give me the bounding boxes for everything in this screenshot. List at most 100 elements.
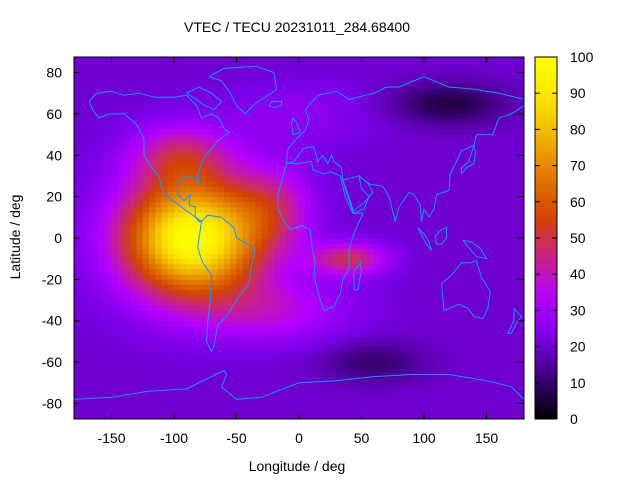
heatmap-cell [311, 150, 319, 156]
heatmap-cell [505, 124, 512, 130]
heatmap-cell [267, 124, 275, 130]
heatmap-cell [355, 222, 362, 229]
heatmap-cell [292, 144, 300, 151]
heatmap-cell [99, 108, 106, 115]
heatmap-cell [511, 62, 519, 68]
heatmap-cell [449, 170, 456, 177]
heatmap-cell [111, 222, 119, 229]
heatmap-cell [499, 191, 506, 198]
heatmap-cell [192, 248, 200, 254]
heatmap-cell [249, 67, 256, 73]
heatmap-cell [461, 201, 469, 208]
heatmap-cell [367, 103, 375, 110]
heatmap-cell [474, 336, 481, 342]
heatmap-cell [492, 201, 500, 208]
heatmap-cell [255, 336, 262, 342]
heatmap-cell [411, 356, 419, 363]
heatmap-cell [192, 119, 200, 125]
heatmap-cell [455, 119, 462, 125]
heatmap-cell [174, 325, 181, 332]
heatmap-cell [430, 320, 437, 327]
heatmap-cell [336, 77, 344, 84]
heatmap-cell [355, 289, 362, 296]
heatmap-cell [242, 93, 250, 99]
heatmap-cell [255, 201, 262, 208]
heatmap-cell [199, 175, 206, 182]
heatmap-cell [230, 103, 237, 110]
heatmap-cell [299, 103, 306, 110]
heatmap-cell [392, 232, 400, 239]
heatmap-cell [499, 408, 506, 415]
heatmap-cell [142, 201, 150, 208]
heatmap-cell [392, 144, 400, 151]
heatmap-cell [342, 165, 350, 172]
heatmap-cell [292, 108, 300, 115]
heatmap-cell [480, 310, 487, 316]
heatmap-cell [411, 320, 419, 327]
heatmap-cell [405, 294, 412, 301]
heatmap-cell [311, 398, 319, 404]
heatmap-cell [424, 113, 431, 120]
heatmap-cell [336, 284, 344, 291]
heatmap-cell [374, 175, 381, 182]
heatmap-cell [280, 62, 287, 68]
heatmap-cell [124, 393, 131, 399]
heatmap-cell [367, 377, 375, 384]
heatmap-cell [267, 108, 275, 115]
heatmap-cell [330, 325, 337, 332]
heatmap-cell [505, 212, 512, 218]
heatmap-cell [167, 129, 175, 135]
heatmap-cell [205, 279, 212, 285]
heatmap-cell [449, 222, 456, 229]
heatmap-cell [124, 346, 131, 353]
heatmap-cell [92, 325, 100, 332]
heatmap-cell [105, 413, 112, 420]
heatmap-cell [117, 134, 125, 141]
heatmap-cell [224, 82, 231, 89]
heatmap-cell [261, 413, 269, 420]
heatmap-cell [461, 98, 469, 104]
heatmap-cell [436, 67, 444, 73]
heatmap-cell [217, 305, 225, 311]
heatmap-cell [292, 320, 300, 327]
heatmap-cell [399, 377, 406, 384]
heatmap-cell [167, 243, 175, 249]
heatmap-cell [305, 274, 312, 280]
heatmap-cell [467, 227, 475, 234]
heatmap-cell [74, 93, 81, 99]
heatmap-cell [292, 377, 300, 384]
heatmap-cell [80, 155, 87, 161]
heatmap-cell [267, 413, 275, 420]
heatmap-cell [86, 196, 94, 203]
heatmap-cell [336, 382, 344, 389]
heatmap-cell [74, 212, 81, 218]
heatmap-cell [186, 155, 194, 161]
heatmap-cell [386, 403, 394, 410]
heatmap-cell [467, 119, 475, 125]
heatmap-cell [274, 175, 281, 182]
heatmap-cell [249, 175, 256, 182]
heatmap-cell [286, 165, 294, 172]
heatmap-cell [130, 77, 137, 84]
heatmap-cell [217, 165, 225, 172]
heatmap-cell [167, 269, 175, 275]
heatmap-cell [336, 356, 344, 363]
heatmap-cell [374, 248, 381, 254]
heatmap-cell [511, 315, 519, 322]
heatmap-cell [99, 88, 106, 94]
heatmap-cell [161, 98, 169, 104]
heatmap-cell [361, 377, 369, 384]
heatmap-cell [224, 129, 231, 135]
heatmap-cell [267, 181, 275, 187]
heatmap-cell [499, 289, 506, 296]
heatmap-cell [80, 279, 87, 285]
heatmap-cell [474, 238, 481, 244]
heatmap-cell [92, 129, 100, 135]
heatmap-cell [174, 150, 181, 156]
heatmap-cell [142, 124, 150, 130]
heatmap-cell [499, 258, 506, 265]
heatmap-cell [430, 98, 437, 104]
heatmap-cell [167, 113, 175, 120]
heatmap-cell [192, 206, 200, 213]
heatmap-cell [424, 139, 431, 146]
